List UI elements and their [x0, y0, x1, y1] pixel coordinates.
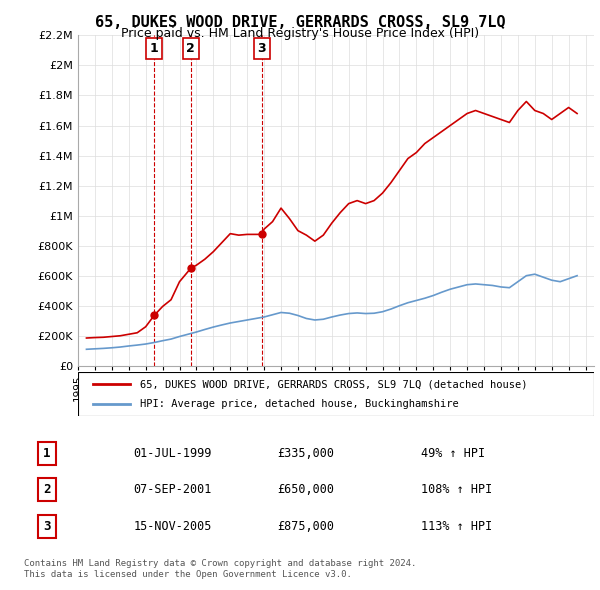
Text: 3: 3 [43, 520, 50, 533]
Text: 1: 1 [43, 447, 50, 460]
Text: 07-SEP-2001: 07-SEP-2001 [133, 483, 212, 496]
Text: 65, DUKES WOOD DRIVE, GERRARDS CROSS, SL9 7LQ: 65, DUKES WOOD DRIVE, GERRARDS CROSS, SL… [95, 15, 505, 30]
Text: Contains HM Land Registry data © Crown copyright and database right 2024.
This d: Contains HM Land Registry data © Crown c… [24, 559, 416, 579]
Text: 01-JUL-1999: 01-JUL-1999 [133, 447, 212, 460]
Text: 2: 2 [43, 483, 50, 496]
Text: £875,000: £875,000 [277, 520, 334, 533]
Text: 1: 1 [150, 42, 158, 55]
Text: Price paid vs. HM Land Registry's House Price Index (HPI): Price paid vs. HM Land Registry's House … [121, 27, 479, 40]
Text: 2: 2 [187, 42, 195, 55]
Text: 65, DUKES WOOD DRIVE, GERRARDS CROSS, SL9 7LQ (detached house): 65, DUKES WOOD DRIVE, GERRARDS CROSS, SL… [140, 379, 527, 389]
Text: 49% ↑ HPI: 49% ↑ HPI [421, 447, 485, 460]
Text: £335,000: £335,000 [277, 447, 334, 460]
Text: 108% ↑ HPI: 108% ↑ HPI [421, 483, 493, 496]
Text: HPI: Average price, detached house, Buckinghamshire: HPI: Average price, detached house, Buck… [140, 399, 458, 408]
FancyBboxPatch shape [78, 372, 594, 416]
Text: £650,000: £650,000 [277, 483, 334, 496]
Text: 3: 3 [257, 42, 266, 55]
Text: 15-NOV-2005: 15-NOV-2005 [133, 520, 212, 533]
Text: 113% ↑ HPI: 113% ↑ HPI [421, 520, 493, 533]
